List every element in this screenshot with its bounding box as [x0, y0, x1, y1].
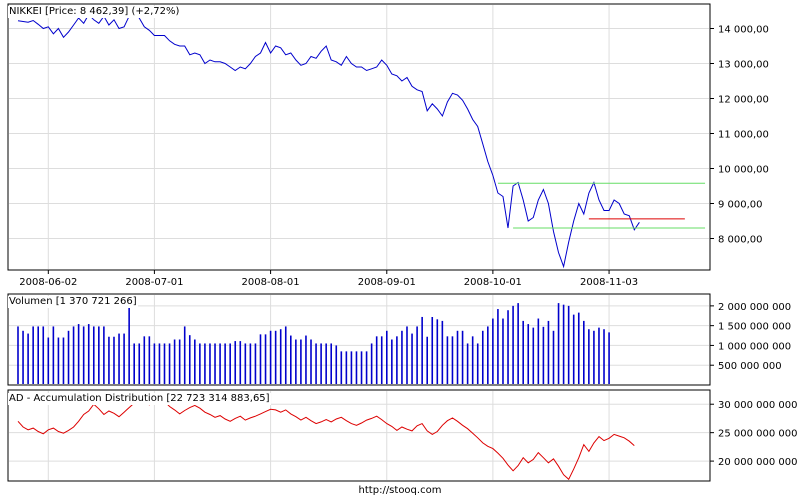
x-tick-label-0: 2008-06-02 [19, 277, 77, 288]
price-ytick-label-4: 12 000,00 [718, 95, 769, 106]
footer-source-link[interactable]: http://stooq.com [358, 485, 442, 496]
volume-ytick-label-3: 2 000 000 000 [718, 302, 791, 313]
ad-series-line [17, 396, 635, 481]
price-ytick-label-5: 13 000,00 [718, 60, 769, 71]
ad-frame [7, 389, 711, 482]
x-tick-label-3: 2008-09-01 [358, 277, 416, 288]
ad-panel: 20 000 000 000 25 000 000 000 30 000 000 0… [7, 389, 798, 482]
volume-ytick-label-0: 500 000 000 [718, 361, 782, 372]
price-ytick-label-3: 11 000,00 [718, 130, 769, 141]
volume-ytick-label-2: 1 500 000 000 [718, 322, 791, 333]
x-tick-label-2: 2008-08-01 [242, 277, 300, 288]
ad-ytick-label-0: 20 000 000 000 [718, 457, 798, 468]
ad-ytick-label-1: 25 000 000 000 [718, 429, 798, 440]
x-tick-label-4: 2008-10-01 [464, 277, 522, 288]
price-ytick-label-1: 9 000,00 [718, 200, 763, 211]
price-ytick-label-0: 8 000,00 [718, 235, 763, 246]
volume-panel: 500 000 000 1 000 000 000 1 500 000 000 2 0… [7, 293, 791, 386]
ad-ytick-label-2: 30 000 000 000 [718, 400, 798, 411]
x-tick-label-1: 2008-07-01 [125, 277, 183, 288]
volume-ytick-label-1: 1 000 000 000 [718, 341, 791, 352]
volume-frame [7, 293, 711, 386]
price-panel: 8 000,00 9 000,00 10 000,00 11 000,00 12 000… [7, 3, 769, 288]
price-frame [7, 3, 711, 271]
price-panel-title: NIKKEI [Price: 8 462,39] (+2,72%) [8, 6, 181, 18]
price-series-line [17, 13, 640, 269]
price-ytick-label-6: 14 000,00 [718, 25, 769, 36]
x-tick-label-5: 2008-11-03 [580, 277, 638, 288]
price-ytick-label-2: 10 000,00 [718, 165, 769, 176]
ad-panel-title: AD - Accumulation Distribution [22 723 3… [8, 393, 271, 405]
volume-panel-title: Volumen [1 370 721 266] [8, 296, 138, 308]
